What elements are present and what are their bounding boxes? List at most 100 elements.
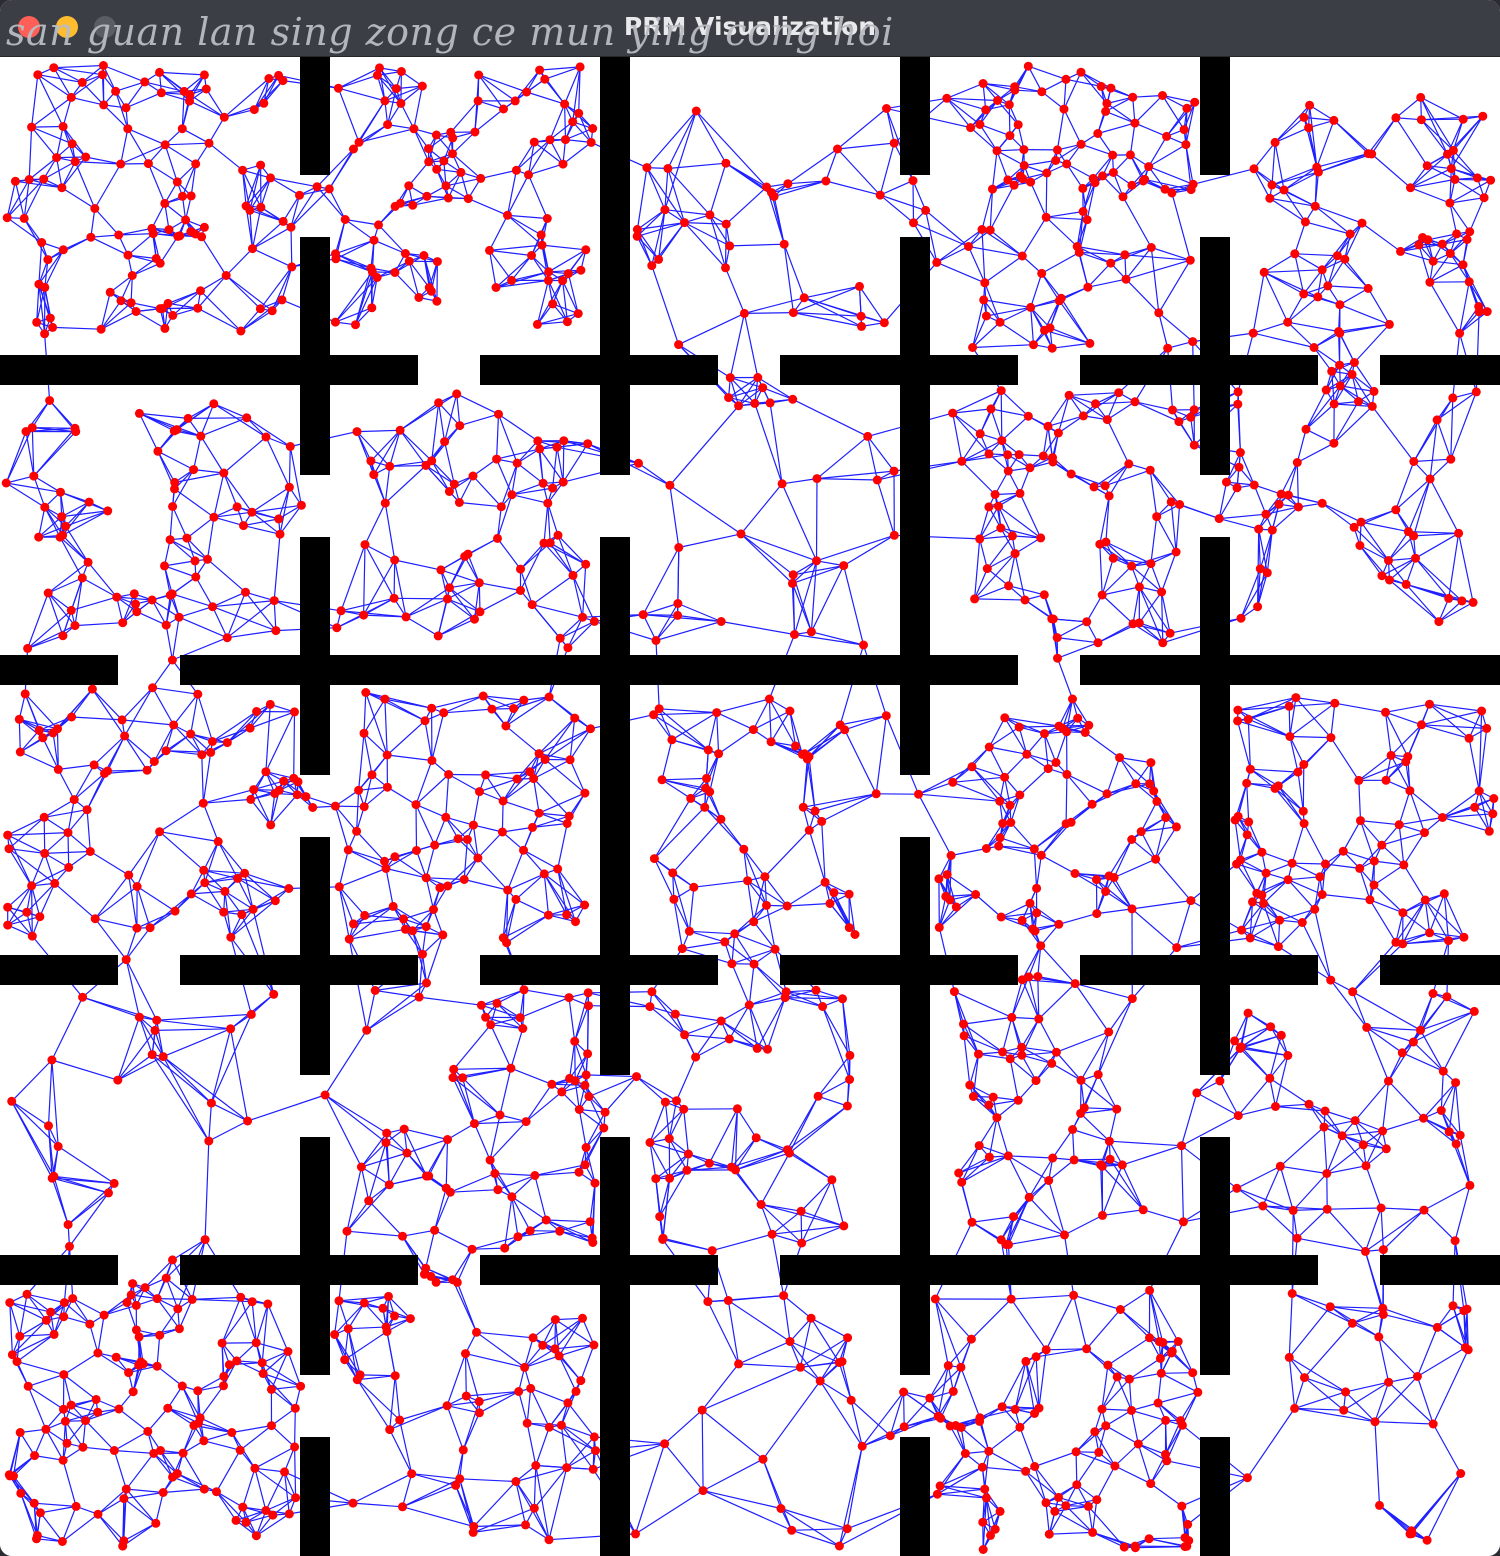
roadmap-edge [859, 286, 885, 324]
roadmap-edge [204, 841, 219, 883]
roadmap-edge [1271, 184, 1316, 207]
roadmap-node [256, 202, 266, 212]
roadmap-edge [1438, 601, 1474, 623]
roadmap-edge [464, 556, 480, 584]
roadmap-edge [33, 431, 77, 477]
roadmap-edge [103, 64, 145, 83]
roadmap-edge [42, 737, 59, 770]
roadmap-edge [636, 209, 666, 237]
roadmap-edge [810, 560, 818, 632]
roadmap-edge [265, 436, 290, 488]
roadmap-edge [61, 156, 87, 189]
roadmap-edge [191, 893, 224, 913]
roadmap-edge [452, 153, 482, 179]
roadmap-edge [567, 273, 579, 314]
roadmap-edge [1420, 119, 1454, 151]
roadmap-edge [1041, 91, 1065, 110]
roadmap-node [33, 70, 43, 80]
roadmap-edge [972, 315, 987, 348]
roadmap-edge [562, 443, 589, 483]
roadmap-edge [1353, 362, 1375, 392]
roadmap-node [522, 87, 532, 97]
roadmap-edge [1333, 405, 1373, 444]
roadmap-node [199, 222, 209, 232]
wall-segment [900, 837, 930, 1375]
roadmap-edge [669, 484, 742, 535]
wall-segment [1080, 955, 1318, 985]
minimize-button[interactable] [56, 16, 78, 38]
roadmap-node [510, 96, 520, 106]
roadmap-node [248, 244, 257, 254]
roadmap-edge [1106, 401, 1136, 421]
roadmap-edge [246, 417, 267, 438]
roadmap-edge [1450, 397, 1454, 460]
roadmap-edge [197, 275, 227, 309]
roadmap-node [396, 98, 406, 108]
roadmap-edge [961, 454, 1008, 462]
roadmap-edge [1079, 251, 1125, 256]
wall-segment [1080, 355, 1318, 385]
roadmap-edge [1317, 269, 1323, 297]
roadmap-edge [638, 462, 671, 486]
roadmap-edge [986, 568, 1009, 587]
roadmap-edge [400, 71, 402, 104]
roadmap-edge [151, 599, 167, 626]
roadmap-edge [1218, 481, 1228, 519]
roadmap-edge [787, 180, 826, 185]
roadmap-edge [1080, 71, 1112, 89]
roadmap-edge [5, 431, 27, 484]
roadmap-edge [1185, 102, 1196, 145]
roadmap-edge [1459, 281, 1470, 334]
titlebar: PRM Visualization san guan lan sing zong… [0, 0, 1500, 57]
roadmap-edge [1339, 304, 1390, 325]
roadmap-edge [1045, 216, 1078, 247]
roadmap-edge [837, 108, 887, 150]
roadmap-edge [173, 693, 199, 726]
roadmap-edge [59, 536, 89, 563]
roadmap-edge [56, 156, 86, 159]
roadmap-edge [203, 798, 251, 804]
roadmap-edge [208, 142, 243, 171]
roadmap-edge [497, 538, 521, 570]
roadmap-edge [27, 592, 49, 649]
maximize-button[interactable] [94, 16, 116, 38]
roadmap-edge [519, 568, 533, 605]
roadmap-edge [1429, 458, 1452, 480]
roadmap-edge [721, 620, 795, 636]
roadmap-node [179, 86, 189, 96]
roadmap-edge [789, 710, 803, 755]
roadmap-edge [1066, 163, 1084, 189]
roadmap-node [236, 326, 246, 336]
roadmap-edge [159, 802, 204, 833]
roadmap-edge [1264, 269, 1323, 273]
roadmap-edge [186, 537, 208, 560]
roadmap-edge [664, 168, 669, 210]
roadmap-edge [946, 82, 984, 99]
roadmap-edge [90, 234, 119, 238]
roadmap-node [391, 84, 401, 94]
roadmap-edge [259, 266, 293, 310]
roadmap-edge [249, 177, 272, 211]
roadmap-edge [124, 735, 148, 771]
roadmap-edge [728, 387, 763, 399]
roadmap-edge [1057, 642, 1099, 659]
roadmap-edge [1325, 364, 1341, 391]
roadmap-edge [370, 240, 375, 269]
close-button[interactable] [18, 16, 40, 38]
roadmap-edge [384, 465, 427, 504]
roadmap-edge [496, 506, 502, 539]
roadmap-edge [136, 910, 176, 929]
roadmap-edge [1001, 415, 1029, 442]
roadmap-edge [6, 178, 45, 219]
roadmap-edge [373, 429, 401, 475]
roadmap-edge [837, 148, 881, 196]
roadmap-edge [378, 224, 406, 254]
roadmap-edge [567, 620, 595, 649]
roadmap-edge [61, 510, 108, 518]
wall-segment [180, 1255, 418, 1285]
roadmap-edge [1313, 347, 1340, 366]
roadmap-edge [394, 559, 407, 618]
roadmap-edge [103, 104, 129, 130]
roadmap-edge [925, 209, 969, 247]
roadmap-edge [1148, 136, 1168, 167]
